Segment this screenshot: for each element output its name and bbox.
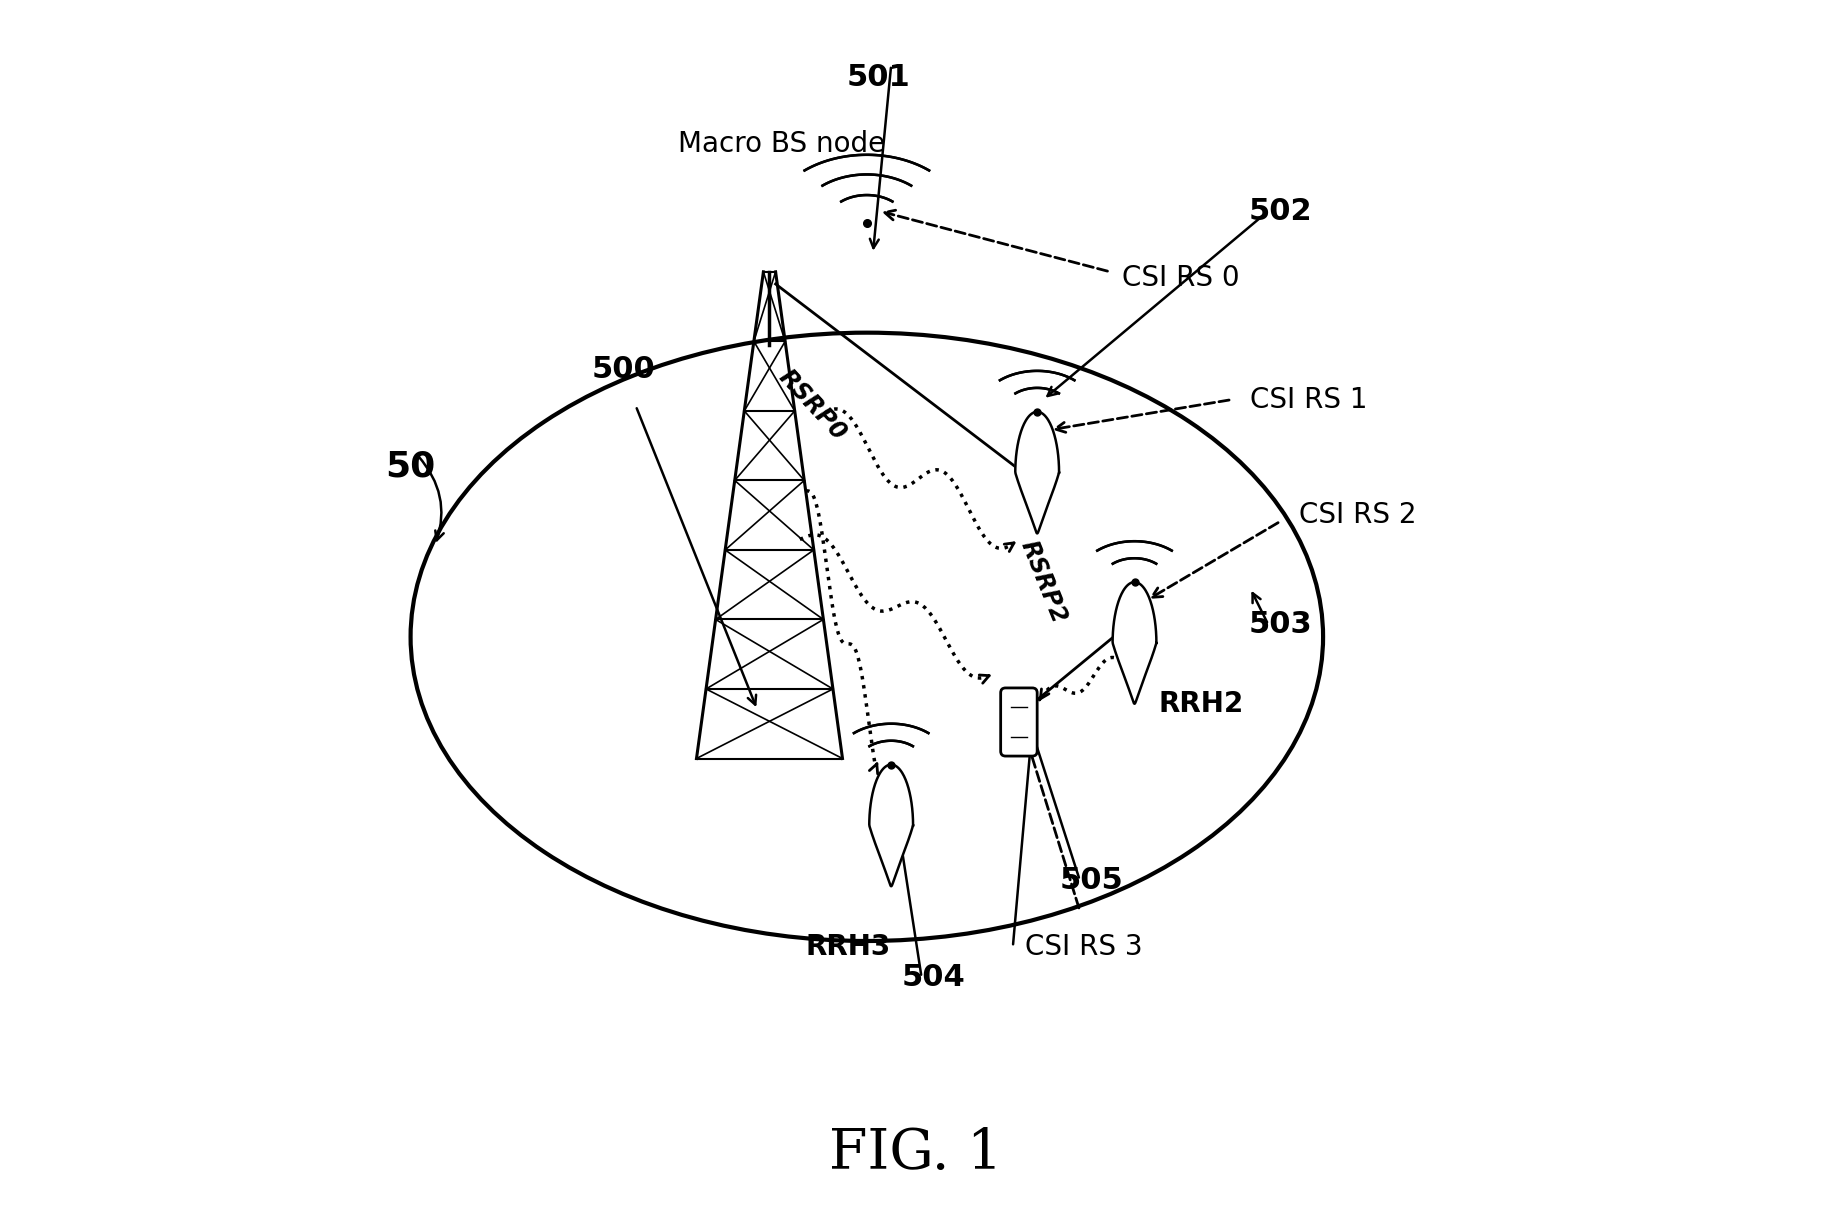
FancyBboxPatch shape [1001,688,1036,756]
Text: 501: 501 [847,62,910,92]
Text: CSI RS 1: CSI RS 1 [1250,386,1367,414]
Text: RSRP2: RSRP2 [1016,537,1071,627]
Text: RRH2: RRH2 [1158,690,1243,718]
Text: 50: 50 [386,450,436,484]
Text: 504: 504 [902,963,964,992]
Text: 505: 505 [1060,866,1124,894]
Polygon shape [1113,582,1157,703]
Text: Macro BS node: Macro BS node [677,130,886,158]
Text: 502: 502 [1248,196,1312,225]
Polygon shape [869,764,913,886]
Text: CSI RS 3: CSI RS 3 [1025,933,1142,962]
Text: CSI RS 2: CSI RS 2 [1297,501,1415,529]
Text: RRH3: RRH3 [805,933,891,962]
Text: 500: 500 [591,355,655,383]
Text: FIG. 1: FIG. 1 [829,1127,1001,1181]
Text: RSRP0: RSRP0 [772,365,851,446]
Text: 503: 503 [1248,610,1312,639]
Text: CSI RS 0: CSI RS 0 [1122,263,1239,292]
Polygon shape [1014,412,1058,533]
